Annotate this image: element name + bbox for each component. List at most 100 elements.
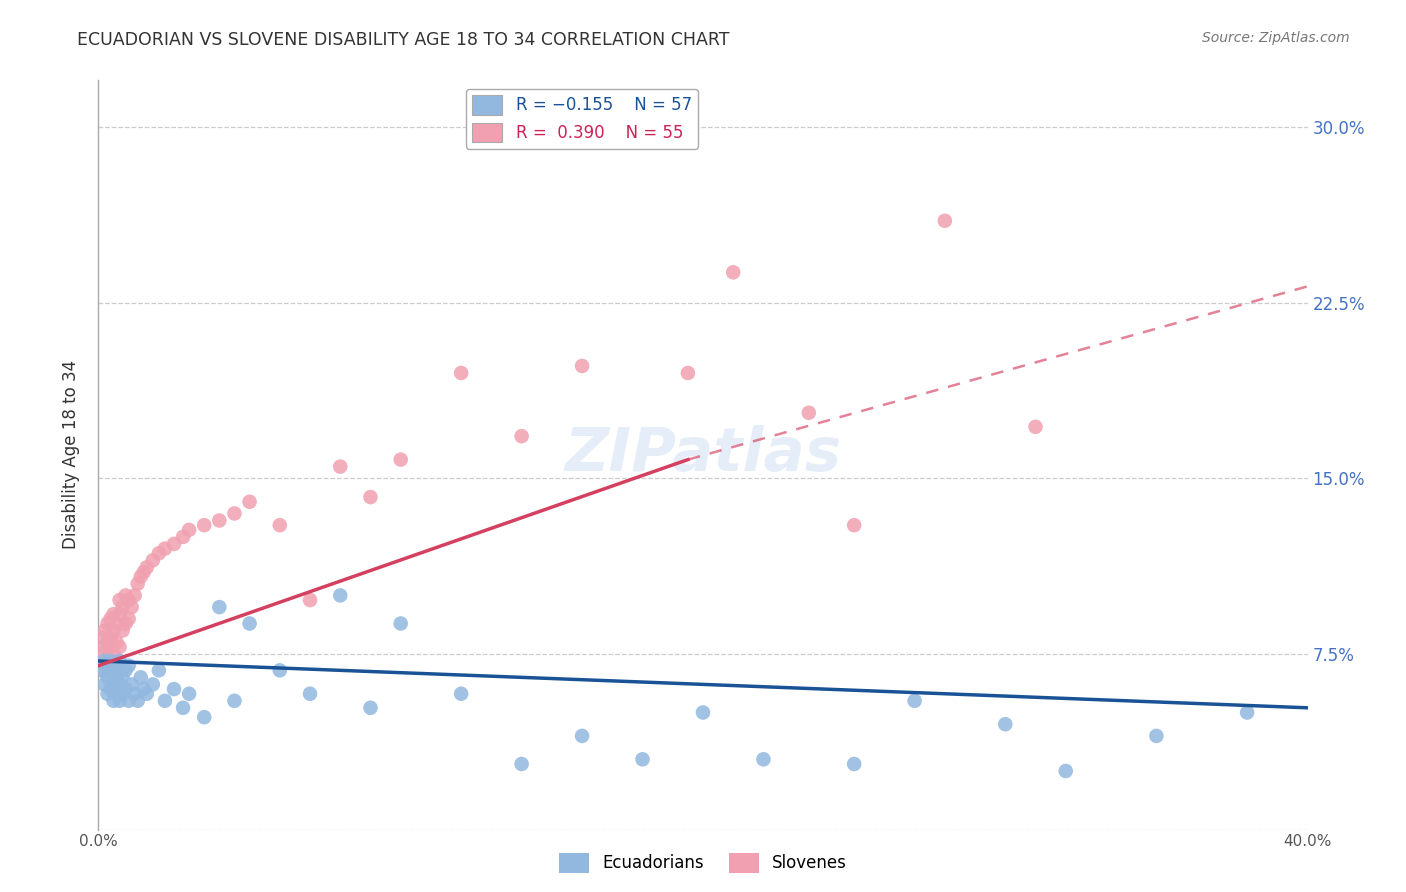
- Point: [904, 694, 927, 708]
- Point: [108, 654, 131, 668]
- Point: [118, 694, 141, 708]
- Point: [118, 612, 141, 626]
- Point: [676, 366, 699, 380]
- Point: [93, 640, 115, 654]
- Point: [510, 429, 533, 443]
- Point: [571, 729, 593, 743]
- Point: [93, 624, 115, 638]
- Y-axis label: Disability Age 18 to 34: Disability Age 18 to 34: [62, 360, 80, 549]
- Point: [103, 694, 125, 708]
- Point: [172, 701, 194, 715]
- Point: [100, 612, 122, 626]
- Point: [96, 687, 118, 701]
- Point: [103, 607, 125, 621]
- Point: [105, 635, 128, 649]
- Point: [96, 670, 118, 684]
- Point: [172, 530, 194, 544]
- Point: [269, 518, 291, 533]
- Point: [121, 600, 143, 615]
- Point: [239, 616, 262, 631]
- Point: [127, 576, 149, 591]
- Point: [631, 752, 654, 766]
- Point: [105, 687, 128, 701]
- Point: [100, 664, 122, 678]
- Point: [93, 677, 115, 691]
- Point: [111, 600, 134, 615]
- Point: [114, 664, 136, 678]
- Point: [129, 570, 152, 584]
- Point: [1054, 764, 1077, 778]
- Point: [142, 677, 165, 691]
- Point: [105, 616, 128, 631]
- Text: ZIPatlas: ZIPatlas: [564, 425, 842, 484]
- Point: [111, 624, 134, 638]
- Point: [299, 593, 322, 607]
- Point: [114, 589, 136, 603]
- Point: [1236, 706, 1258, 720]
- Point: [208, 513, 231, 527]
- Point: [103, 647, 125, 661]
- Point: [135, 687, 157, 701]
- Point: [103, 658, 125, 673]
- Point: [135, 560, 157, 574]
- Point: [105, 664, 128, 678]
- Point: [103, 624, 125, 638]
- Point: [224, 694, 246, 708]
- Point: [93, 654, 115, 668]
- Point: [108, 640, 131, 654]
- Point: [100, 654, 122, 668]
- Point: [193, 710, 215, 724]
- Legend: Ecuadorians, Slovenes: Ecuadorians, Slovenes: [553, 847, 853, 880]
- Point: [239, 494, 262, 508]
- Point: [299, 687, 322, 701]
- Point: [124, 589, 146, 603]
- Point: [100, 640, 122, 654]
- Text: Source: ZipAtlas.com: Source: ZipAtlas.com: [1202, 31, 1350, 45]
- Point: [723, 265, 745, 279]
- Point: [124, 687, 146, 701]
- Point: [114, 616, 136, 631]
- Text: ECUADORIAN VS SLOVENE DISABILITY AGE 18 TO 34 CORRELATION CHART: ECUADORIAN VS SLOVENE DISABILITY AGE 18 …: [77, 31, 730, 49]
- Point: [193, 518, 215, 533]
- Point: [208, 600, 231, 615]
- Point: [571, 359, 593, 373]
- Point: [1144, 729, 1167, 743]
- Point: [96, 635, 118, 649]
- Point: [121, 677, 143, 691]
- Point: [797, 406, 820, 420]
- Point: [96, 658, 118, 673]
- Point: [118, 593, 141, 607]
- Point: [132, 682, 155, 697]
- Point: [224, 507, 246, 521]
- Point: [118, 658, 141, 673]
- Point: [114, 682, 136, 697]
- Point: [96, 616, 118, 631]
- Point: [179, 687, 201, 701]
- Point: [329, 589, 352, 603]
- Point: [148, 664, 170, 678]
- Point: [450, 687, 472, 701]
- Point: [148, 546, 170, 560]
- Point: [111, 687, 134, 701]
- Point: [269, 664, 291, 678]
- Point: [1024, 420, 1046, 434]
- Point: [994, 717, 1017, 731]
- Point: [127, 694, 149, 708]
- Point: [90, 647, 112, 661]
- Point: [163, 682, 186, 697]
- Point: [153, 694, 176, 708]
- Point: [105, 670, 128, 684]
- Point: [360, 490, 382, 504]
- Point: [329, 459, 352, 474]
- Point: [96, 654, 118, 668]
- Point: [844, 518, 866, 533]
- Point: [111, 670, 134, 684]
- Point: [389, 452, 412, 467]
- Point: [844, 756, 866, 771]
- Point: [510, 756, 533, 771]
- Point: [108, 694, 131, 708]
- Point: [90, 664, 112, 678]
- Point: [90, 631, 112, 645]
- Point: [103, 675, 125, 690]
- Point: [163, 537, 186, 551]
